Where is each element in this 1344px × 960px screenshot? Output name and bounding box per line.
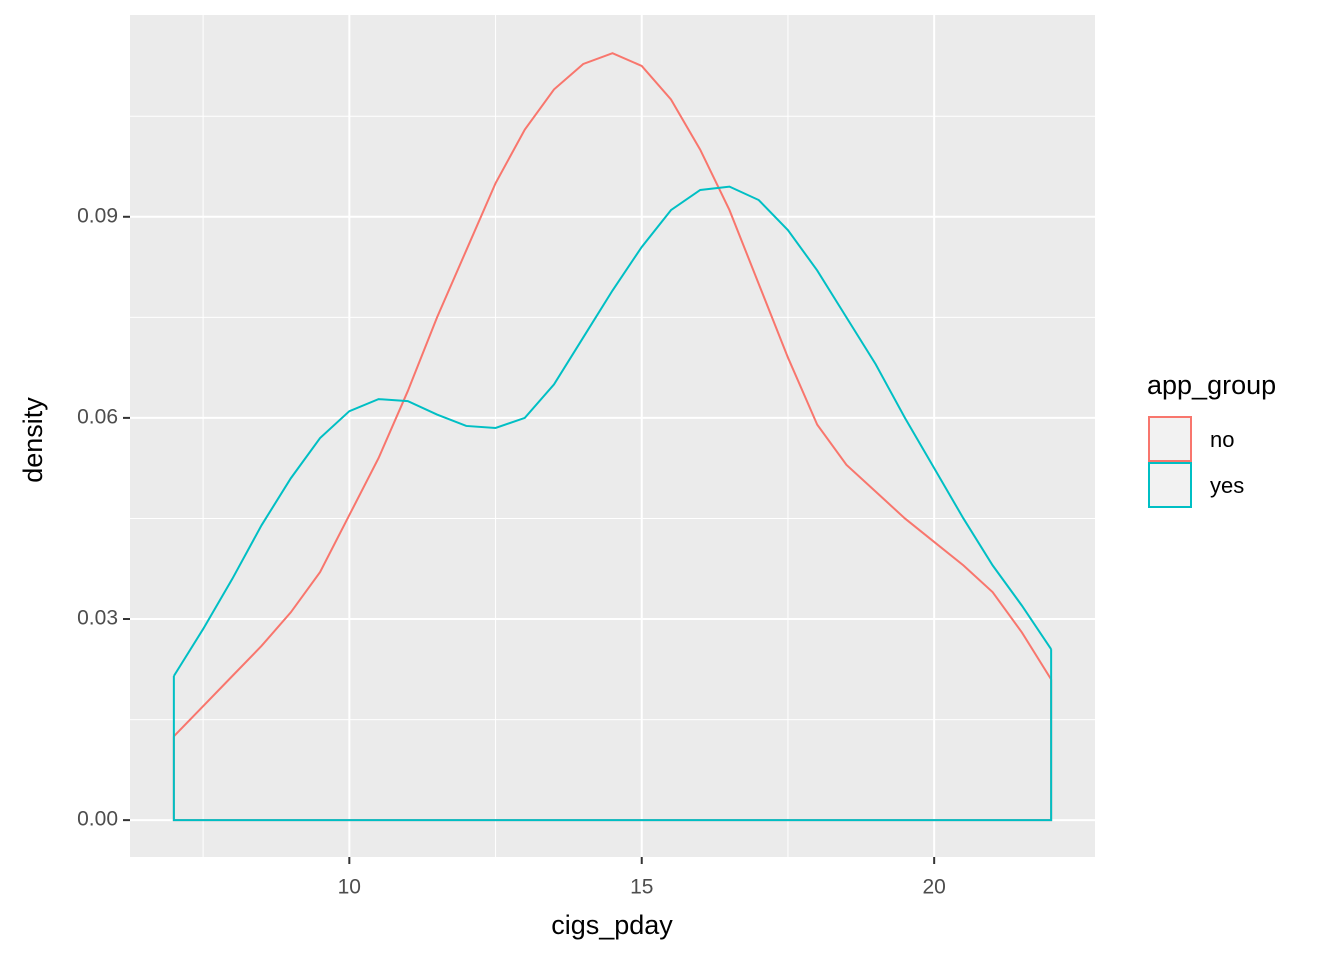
x-tick-label: 15 — [630, 876, 653, 899]
legend-title: app_group — [1147, 370, 1276, 400]
x-axis-title: cigs_pday — [551, 910, 673, 940]
legend-label: no — [1210, 427, 1234, 452]
legend-key — [1148, 462, 1192, 508]
y-axis-title: density — [18, 397, 48, 483]
density-line — [173, 52, 1052, 738]
panel-background — [130, 15, 1095, 857]
x-tick-label: 20 — [922, 876, 945, 899]
legend-key — [1148, 416, 1192, 462]
y-tick-label: 0.03 — [77, 607, 118, 630]
density-outline — [172, 649, 1053, 822]
y-tick-label: 0.06 — [77, 405, 118, 428]
density-line — [173, 185, 1052, 677]
x-tick-label: 10 — [338, 876, 361, 899]
y-tick-label: 0.00 — [77, 808, 118, 831]
y-tick-label: 0.09 — [77, 204, 118, 227]
legend-label: yes — [1210, 473, 1244, 498]
